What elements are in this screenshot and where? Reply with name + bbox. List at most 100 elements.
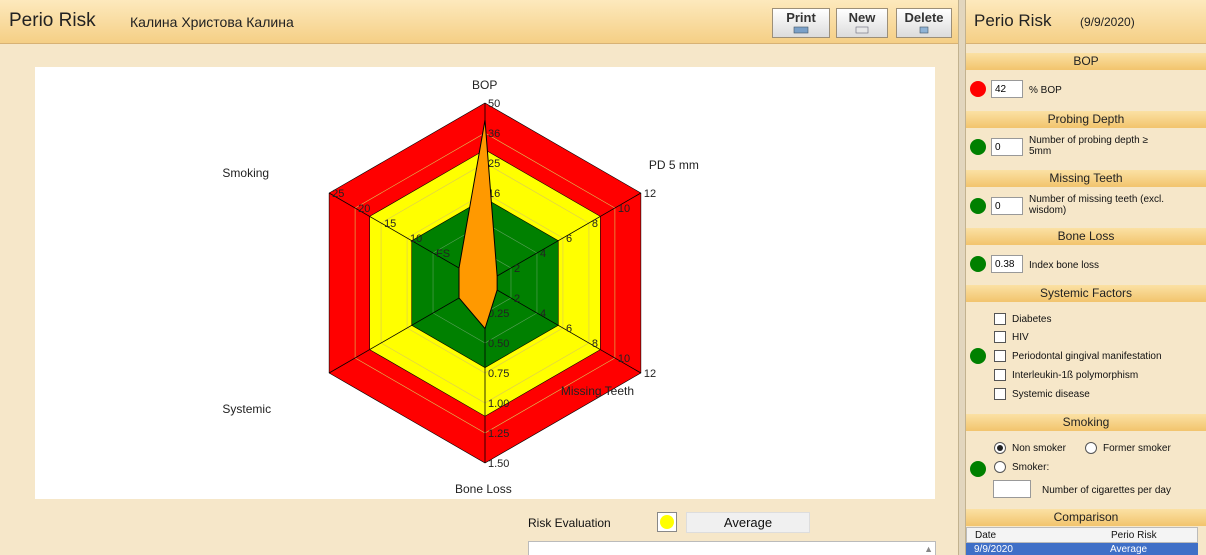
tick-label: 0.50	[488, 338, 509, 350]
interleukin-label: Interleukin-1ß polymorphism	[1012, 370, 1139, 381]
risk-value: Average	[686, 512, 810, 533]
scroll-up-icon[interactable]: ▲	[924, 544, 933, 554]
new-button[interactable]: New	[836, 8, 888, 38]
axis-line	[484, 192, 642, 284]
tick-label: 36	[488, 128, 500, 140]
risk-indicator	[657, 512, 677, 532]
non-smoker-label: Non smoker	[1012, 443, 1066, 454]
delete-button[interactable]: Delete	[896, 8, 952, 38]
hiv-checkbox[interactable]	[994, 331, 1006, 343]
delete-label: Delete	[904, 10, 944, 25]
axis-name: BOP	[472, 78, 497, 92]
risk-evaluation-label: Risk Evaluation	[528, 516, 611, 530]
systemic-disease-label: Systemic disease	[1012, 389, 1090, 400]
probing-section-header: Probing Depth	[966, 111, 1206, 128]
tick-label: 1.00	[488, 398, 509, 410]
comparison-table-header: Date Perio Risk	[966, 527, 1198, 543]
tick-label: 6	[566, 233, 572, 245]
missing-label-line2: wisdom)	[1029, 205, 1067, 216]
probing-label-line1: Number of probing depth ≥	[1029, 135, 1148, 146]
tick-label: 4	[540, 308, 546, 320]
radar-chart: 503625169412108642121086421.501.251.000.…	[222, 78, 699, 496]
tick-label: 25	[332, 188, 344, 200]
periodontal-manifestation-label: Periodontal gingival manifestation	[1012, 351, 1162, 362]
periodontal-manifestation-checkbox[interactable]	[994, 350, 1006, 362]
tick-label: FS	[436, 248, 450, 260]
systemic-disease-checkbox[interactable]	[994, 388, 1006, 400]
tick-label: 12	[644, 188, 656, 200]
tick-label: 10	[618, 353, 630, 365]
panel-date: (9/9/2020)	[1080, 15, 1135, 29]
cigarettes-label: Number of cigarettes per day	[1042, 485, 1171, 496]
axis-line	[484, 282, 642, 374]
missing-field-label: Number of missing teeth (excl. wisdom)	[1029, 194, 1164, 216]
boneloss-section-header: Bone Loss	[966, 228, 1206, 245]
boneloss-status-dot	[970, 256, 986, 272]
tick-label: 2	[514, 293, 520, 305]
systemic-status-dot	[970, 348, 986, 364]
tick-label: 25	[488, 158, 500, 170]
probing-depth-input[interactable]	[991, 138, 1023, 156]
new-document-icon	[855, 26, 869, 34]
smoking-section-header: Smoking	[966, 414, 1206, 431]
col-date: Date	[975, 530, 997, 541]
app-title: Perio Risk	[9, 10, 96, 31]
interleukin-checkbox[interactable]	[994, 369, 1006, 381]
comparison-section-header: Comparison	[966, 509, 1206, 526]
tick-label: 6	[566, 323, 572, 335]
table-row[interactable]: 9/9/2020 Average	[966, 543, 1198, 555]
print-label: Print	[786, 10, 816, 25]
tick-label: 8	[592, 338, 598, 350]
patient-risk-polygon	[458, 120, 498, 330]
probing-field-label: Number of probing depth ≥5mm	[1029, 135, 1148, 157]
bop-field-label: % BOP	[1029, 85, 1062, 96]
bop-status-dot	[970, 81, 986, 97]
boneloss-input[interactable]	[991, 255, 1023, 273]
missing-status-dot	[970, 198, 986, 214]
smoking-status-dot	[970, 461, 986, 477]
comparison-table: Date Perio Risk 9/9/2020 Average	[966, 527, 1198, 555]
panel-title: Perio Risk	[974, 11, 1052, 30]
smoker-radio[interactable]	[994, 461, 1006, 473]
diabetes-label: Diabetes	[1012, 314, 1052, 325]
main-header: Perio Risk Калина Христова Калина Print …	[0, 0, 958, 44]
tick-label: 1.25	[488, 428, 509, 440]
non-smoker-radio[interactable]	[994, 442, 1006, 454]
missing-label-line1: Number of missing teeth (excl.	[1029, 194, 1165, 205]
hiv-label: HIV	[1012, 332, 1029, 343]
missing-section-header: Missing Teeth	[966, 170, 1206, 187]
tick-label: 8	[592, 218, 598, 230]
radar-chart-panel: 503625169412108642121086421.501.251.000.…	[35, 67, 935, 499]
smoker-label: Smoker:	[1012, 462, 1050, 473]
probing-label-line2: 5mm	[1029, 146, 1052, 157]
panel-splitter[interactable]	[958, 0, 966, 555]
tick-label: 10	[618, 203, 630, 215]
row-perio-risk: Average	[1110, 544, 1148, 555]
tick-label: 12	[644, 368, 656, 380]
diabetes-checkbox[interactable]	[994, 313, 1006, 325]
print-button[interactable]: Print	[772, 8, 830, 38]
printer-icon	[793, 26, 809, 34]
former-smoker-label: Former smoker	[1103, 443, 1171, 454]
panel-header: Perio Risk (9/9/2020)	[966, 0, 1206, 44]
patient-name: Калина Христова Калина	[130, 14, 294, 30]
axis-name: Missing Teeth	[561, 384, 634, 398]
tick-label: 50	[488, 98, 500, 110]
probing-status-dot	[970, 139, 986, 155]
systemic-section-header: Systemic Factors	[966, 285, 1206, 302]
missing-teeth-input[interactable]	[991, 197, 1023, 215]
axis-name: Systemic	[222, 402, 271, 416]
cigarettes-input[interactable]	[993, 480, 1031, 498]
risk-notes-textarea[interactable]: ▲	[528, 541, 936, 555]
former-smoker-radio[interactable]	[1085, 442, 1097, 454]
bop-section-header: BOP	[966, 53, 1206, 70]
row-date: 9/9/2020	[974, 544, 1013, 555]
axis-name: PD 5 mm	[649, 158, 699, 172]
bop-input[interactable]	[991, 80, 1023, 98]
tick-label: 10	[410, 233, 422, 245]
risk-input-panel: Perio Risk (9/9/2020) BOP % BOP Probing …	[966, 0, 1206, 555]
axis-name: Bone Loss	[455, 482, 512, 496]
tick-label: 1.50	[488, 458, 509, 470]
tick-label: 0.25	[488, 308, 509, 320]
risk-color-dot	[660, 515, 674, 529]
